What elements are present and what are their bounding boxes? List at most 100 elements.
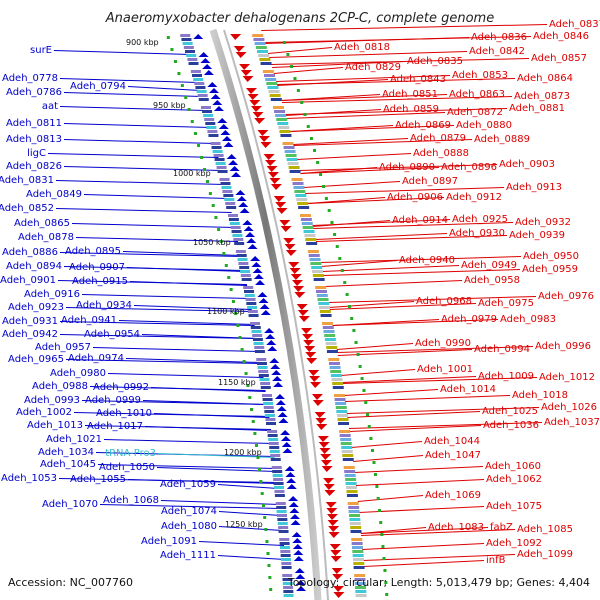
gene-label[interactable]: Adeh_0895 bbox=[65, 246, 121, 257]
forward-gene-arrow[interactable] bbox=[292, 538, 303, 543]
gene-label[interactable]: Adeh_1017 bbox=[87, 421, 143, 432]
reverse-gene-arrow[interactable] bbox=[258, 136, 270, 142]
forward-gene-arrow[interactable] bbox=[203, 70, 214, 75]
forward-gene-arrow[interactable] bbox=[239, 208, 250, 213]
forward-gene-arrow[interactable] bbox=[292, 544, 303, 549]
gene-label[interactable]: Adeh_0859 bbox=[383, 104, 439, 115]
forward-gene-arrow[interactable] bbox=[274, 394, 285, 399]
forward-gene-arrow[interactable] bbox=[229, 166, 240, 171]
gene-label[interactable]: Adeh_1091 bbox=[141, 536, 197, 547]
gene-label[interactable]: Adeh_0954 bbox=[84, 329, 140, 340]
gene-label[interactable]: Adeh_0950 bbox=[523, 251, 579, 262]
gene-label[interactable]: Adeh_0889 bbox=[474, 134, 530, 145]
reverse-gene-arrow[interactable] bbox=[263, 154, 275, 160]
reverse-gene-arrow[interactable] bbox=[323, 484, 335, 490]
gene-label[interactable]: Adeh_1060 bbox=[485, 461, 541, 472]
gene-label[interactable]: ligC bbox=[27, 148, 46, 159]
forward-gene-arrow[interactable] bbox=[276, 406, 287, 411]
forward-gene-arrow[interactable] bbox=[272, 376, 283, 381]
gene-label[interactable]: Adeh_1083 bbox=[428, 522, 484, 533]
gene-label[interactable]: Adeh_0913 bbox=[506, 182, 562, 193]
reverse-gene-arrow[interactable] bbox=[326, 514, 338, 520]
forward-gene-arrow[interactable] bbox=[208, 88, 219, 93]
gene-label[interactable]: Adeh_0835 bbox=[407, 56, 463, 67]
reverse-gene-arrow[interactable] bbox=[330, 556, 342, 562]
gene-label[interactable]: Adeh_0836 bbox=[471, 32, 527, 43]
forward-gene-arrow[interactable] bbox=[281, 442, 292, 447]
reverse-gene-arrow[interactable] bbox=[330, 550, 342, 556]
gene-label[interactable]: Adeh_0939 bbox=[509, 230, 565, 241]
gene-label[interactable]: Adeh_0925 bbox=[452, 214, 508, 225]
forward-gene-arrow[interactable] bbox=[295, 574, 306, 579]
forward-gene-arrow[interactable] bbox=[251, 262, 262, 267]
forward-gene-arrow[interactable] bbox=[221, 136, 232, 141]
reverse-gene-arrow[interactable] bbox=[265, 160, 277, 166]
gene-label[interactable]: Adeh_0829 bbox=[345, 62, 401, 73]
gene-label[interactable]: Adeh_0932 bbox=[515, 217, 571, 228]
gene-label[interactable]: Adeh_1021 bbox=[46, 434, 102, 445]
reverse-gene-arrow[interactable] bbox=[257, 130, 269, 136]
gene-label[interactable]: Adeh_0992 bbox=[93, 382, 149, 393]
gene-label[interactable]: Adeh_1047 bbox=[425, 450, 481, 461]
gene-label[interactable]: infB bbox=[486, 555, 506, 566]
forward-gene-arrow[interactable] bbox=[269, 358, 280, 363]
forward-gene-arrow[interactable] bbox=[264, 328, 275, 333]
reverse-gene-arrow[interactable] bbox=[298, 316, 310, 322]
gene-label[interactable]: Adeh_0916 bbox=[24, 289, 80, 300]
gene-label[interactable]: Adeh_0826 bbox=[6, 161, 62, 172]
reverse-gene-arrow[interactable] bbox=[230, 34, 242, 40]
gene-label[interactable]: Adeh_0914 bbox=[392, 215, 448, 226]
reverse-gene-arrow[interactable] bbox=[235, 52, 247, 58]
forward-gene-arrow[interactable] bbox=[286, 478, 297, 483]
reverse-gene-arrow[interactable] bbox=[324, 490, 336, 496]
reverse-gene-arrow[interactable] bbox=[329, 544, 341, 550]
gene-label[interactable]: Adeh_0979 bbox=[441, 314, 497, 325]
gene-label[interactable]: Adeh_1085 bbox=[517, 524, 573, 535]
forward-gene-arrow[interactable] bbox=[278, 418, 289, 423]
forward-gene-arrow[interactable] bbox=[236, 196, 247, 201]
gene-label[interactable]: Adeh_0931 bbox=[2, 316, 58, 327]
forward-gene-arrow[interactable] bbox=[296, 586, 307, 591]
gene-label[interactable]: Adeh_0857 bbox=[531, 53, 587, 64]
forward-gene-arrow[interactable] bbox=[235, 190, 246, 195]
gene-label[interactable]: Adeh_0903 bbox=[499, 159, 555, 170]
reverse-gene-arrow[interactable] bbox=[333, 586, 345, 592]
reverse-gene-arrow[interactable] bbox=[239, 64, 251, 70]
gene-label[interactable]: Adeh_0852 bbox=[0, 203, 54, 214]
forward-gene-arrow[interactable] bbox=[255, 280, 266, 285]
reverse-gene-arrow[interactable] bbox=[306, 358, 318, 364]
gene-label[interactable]: Adeh_1018 bbox=[512, 390, 568, 401]
forward-gene-arrow[interactable] bbox=[289, 508, 300, 513]
gene-label[interactable]: Adeh_0778 bbox=[2, 73, 58, 84]
gene-label[interactable]: Adeh_0975 bbox=[478, 298, 534, 309]
forward-gene-arrow[interactable] bbox=[280, 430, 291, 435]
gene-label[interactable]: Adeh_1080 bbox=[161, 521, 217, 532]
reverse-gene-arrow[interactable] bbox=[303, 340, 315, 346]
forward-gene-arrow[interactable] bbox=[280, 436, 291, 441]
forward-gene-arrow[interactable] bbox=[265, 334, 276, 339]
gene-label[interactable]: Adeh_1001 bbox=[417, 364, 473, 375]
gene-label[interactable]: Adeh_1068 bbox=[103, 495, 159, 506]
forward-gene-arrow[interactable] bbox=[282, 448, 293, 453]
forward-gene-arrow[interactable] bbox=[202, 64, 213, 69]
forward-gene-arrow[interactable] bbox=[207, 82, 218, 87]
forward-gene-arrow[interactable] bbox=[253, 274, 264, 279]
trna-label[interactable]: tRNA-Pro3 bbox=[105, 448, 156, 459]
gene-label[interactable]: Adeh_0813 bbox=[6, 134, 62, 145]
gene-label[interactable]: Adeh_0894 bbox=[6, 261, 62, 272]
forward-gene-arrow[interactable] bbox=[244, 232, 255, 237]
gene-label[interactable]: Adeh_0831 bbox=[0, 175, 54, 186]
gene-label[interactable]: Adeh_0901 bbox=[0, 275, 56, 286]
gene-label[interactable]: Adeh_1002 bbox=[16, 407, 72, 418]
reverse-gene-arrow[interactable] bbox=[333, 592, 345, 598]
gene-label[interactable]: Adeh_0942 bbox=[2, 329, 58, 340]
gene-label[interactable]: Adeh_1026 bbox=[541, 402, 597, 413]
forward-gene-arrow[interactable] bbox=[217, 118, 228, 123]
gene-label[interactable]: Adeh_1010 bbox=[96, 408, 152, 419]
reverse-gene-arrow[interactable] bbox=[326, 508, 338, 514]
gene-label[interactable]: Adeh_0786 bbox=[6, 87, 62, 98]
reverse-gene-arrow[interactable] bbox=[321, 466, 333, 472]
gene-label[interactable]: fabZ bbox=[490, 522, 513, 533]
forward-gene-arrow[interactable] bbox=[271, 370, 282, 375]
reverse-gene-arrow[interactable] bbox=[268, 172, 280, 178]
